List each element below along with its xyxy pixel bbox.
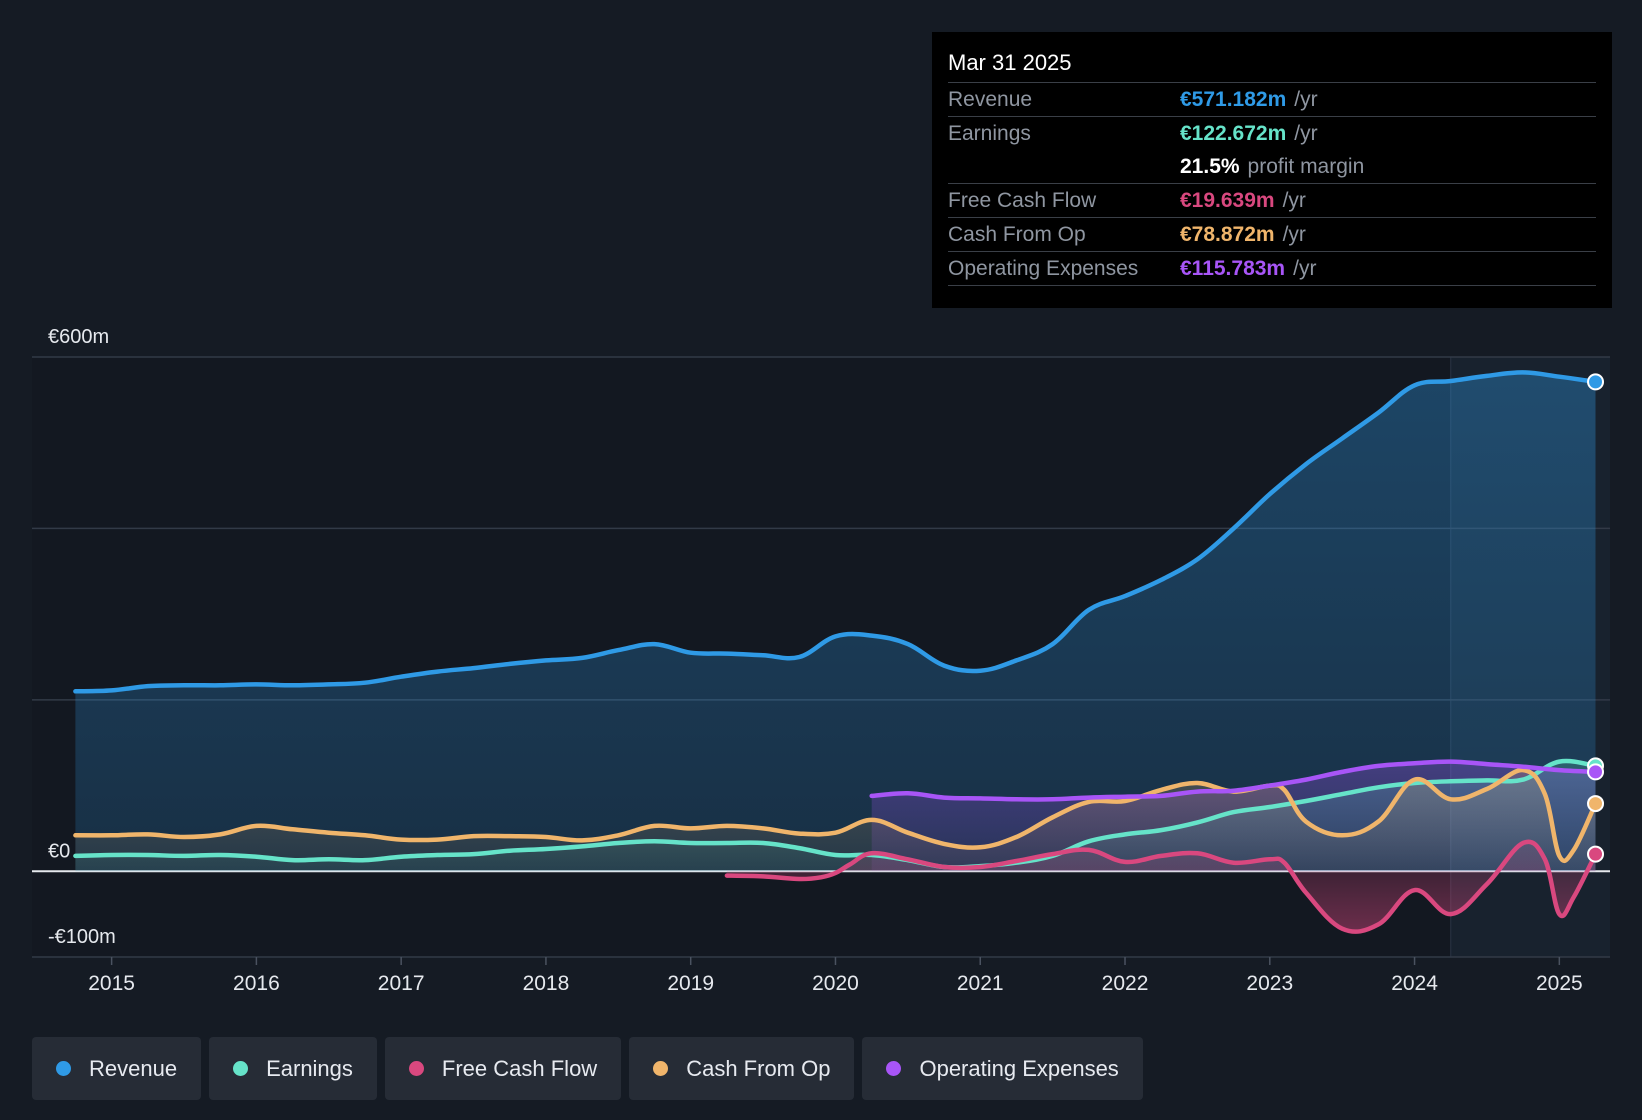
tooltip-row-earnings: Earnings €122.672m /yr: [948, 116, 1596, 150]
tooltip-label: Earnings: [948, 121, 1031, 145]
legend-label: Revenue: [89, 1055, 178, 1081]
tooltip-value: €122.672m: [1180, 121, 1287, 145]
series-areas: [75, 372, 1596, 932]
legend-dot-icon: [408, 1061, 424, 1076]
x-tick-label: 2020: [812, 972, 859, 995]
y-tick-label: €600m: [48, 326, 109, 348]
legend-item-operating-expenses[interactable]: Operating Expenses: [862, 1037, 1143, 1100]
tooltip-label: Revenue: [948, 87, 1033, 111]
tooltip-value: €78.872m: [1180, 222, 1275, 246]
cash-from-op-line: [73, 767, 1598, 864]
legend-item-free-cash-flow[interactable]: Free Cash Flow: [384, 1037, 622, 1100]
free-cash-flow-end-dot: [1587, 845, 1605, 863]
tooltip-label: Free Cash Flow: [948, 188, 1097, 212]
tooltip-value: €19.639m: [1180, 188, 1275, 212]
x-tick-label: 2024: [1391, 972, 1438, 995]
y-axis: €600m €0 -€100m: [48, 326, 116, 948]
legend-item-revenue[interactable]: Revenue: [32, 1037, 202, 1100]
tooltip-row-profit-margin: 21.5% profit margin: [948, 150, 1596, 183]
tooltip-unit: profit margin: [1247, 154, 1365, 178]
x-axis: 2015 2016 2017 2018 2019 2020 2021 2022 2023 2024…: [88, 957, 1583, 995]
tooltip-label: Operating Expenses: [948, 256, 1139, 280]
tooltip-value: 21.5%: [1180, 154, 1240, 178]
x-tick-label: 2018: [523, 972, 570, 995]
tooltip-row-cash-from-op: Cash From Op €78.872m /yr: [948, 217, 1596, 251]
x-tick-label: 2017: [378, 972, 425, 995]
legend-dot-icon: [233, 1061, 249, 1076]
earnings-area: [75, 760, 1596, 872]
legend-label: Operating Expenses: [919, 1055, 1119, 1081]
cash-from-op-end-dot: [1587, 795, 1605, 813]
tooltip-unit: /yr: [1294, 87, 1318, 111]
revenue-end-dot: [1587, 373, 1605, 391]
operating-expenses-end-dot: [1587, 763, 1605, 781]
series-end-dots: [1587, 373, 1605, 863]
tooltip-unit: /yr: [1294, 121, 1318, 145]
tooltip-value: €115.783m: [1180, 256, 1286, 280]
tooltip-unit: /yr: [1282, 222, 1306, 246]
tooltip: Mar 31 2025 Revenue €571.182m /yr Earnin…: [932, 32, 1612, 308]
revenue-line: [73, 370, 1598, 694]
tooltip-row-revenue: Revenue €571.182m /yr: [948, 82, 1596, 116]
earnings-line: [73, 758, 1598, 870]
free-cash-flow-area: [726, 841, 1596, 932]
x-tick-label: 2016: [233, 972, 280, 995]
legend-label: Earnings: [266, 1055, 353, 1081]
tooltip-date: Mar 31 2025: [948, 50, 1072, 75]
legend-item-earnings[interactable]: Earnings: [209, 1037, 377, 1100]
tooltip-row-free-cash-flow: Free Cash Flow €19.639m /yr: [948, 183, 1596, 217]
y-tick-label: €0: [48, 840, 70, 862]
x-tick-label: 2019: [667, 972, 714, 995]
tooltip-unit: /yr: [1293, 256, 1317, 280]
tooltip-unit: /yr: [1282, 188, 1306, 212]
x-tick-label: 2022: [1102, 972, 1149, 995]
legend-label: Free Cash Flow: [441, 1055, 598, 1081]
free-cash-flow-line: [724, 839, 1598, 934]
legend-dot-icon: [56, 1061, 71, 1076]
tooltip-divider: [948, 285, 1596, 286]
series-lines: [73, 370, 1598, 934]
legend-dot-icon: [653, 1061, 669, 1076]
x-tick-label: 2015: [88, 972, 135, 995]
legend-label: Cash From Op: [686, 1055, 831, 1081]
x-tick-label: 2021: [957, 972, 1004, 995]
tooltip-value: €571.182m: [1180, 87, 1287, 111]
x-tick-label: 2025: [1536, 972, 1583, 995]
legend-dot-icon: [886, 1061, 902, 1076]
legend-item-cash-from-op[interactable]: Cash From Op: [629, 1037, 855, 1100]
revenue-area: [75, 372, 1596, 872]
x-tick-label: 2023: [1246, 972, 1293, 995]
legend: Revenue Earnings Free Cash Flow Cash Fro…: [32, 1037, 1143, 1100]
y-tick-label: -€100m: [48, 926, 116, 948]
tooltip-row-operating-expenses: Operating Expenses €115.783m /yr: [948, 251, 1596, 285]
tooltip-label: Cash From Op: [948, 222, 1086, 246]
operating-expenses-line: [869, 759, 1598, 802]
